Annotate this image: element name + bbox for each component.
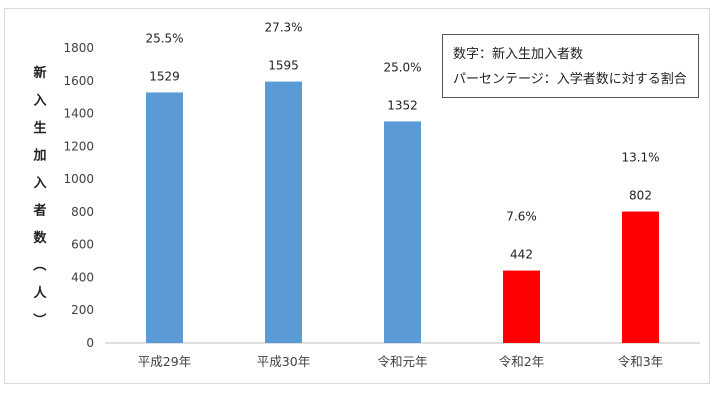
y-axis-label-char: 入 xyxy=(33,176,46,191)
bar-percentage-label: 25.5% xyxy=(145,31,183,45)
y-axis-label-char: 新 xyxy=(33,65,46,81)
legend-note-number: 数字：新入生加入者数 xyxy=(453,47,584,62)
bar-value-label: 1529 xyxy=(149,69,180,83)
y-axis-label-char: （ xyxy=(31,258,47,271)
x-category-label: 平成29年 xyxy=(138,354,191,369)
x-category-label: 令和3年 xyxy=(618,354,663,369)
bar xyxy=(622,211,659,343)
y-axis-label-char: 者 xyxy=(32,203,46,219)
y-axis-label-char: 人 xyxy=(33,285,47,301)
y-axis-ticks: 0 200 400 600 800 1000 1200 1400 1600 1800 xyxy=(63,41,94,350)
y-tick-label: 0 xyxy=(86,336,94,350)
y-tick-label: 1800 xyxy=(63,41,94,55)
category-labels: 平成29年 平成30年 令和元年 令和2年 令和3年 xyxy=(138,354,663,369)
bar-value-label: 1352 xyxy=(387,98,418,112)
bars xyxy=(146,81,659,344)
y-axis-label: 新入生加入者数（人） xyxy=(31,65,47,326)
y-tick-label: 200 xyxy=(71,303,94,317)
y-axis-label-char: 入 xyxy=(33,94,46,109)
y-tick-label: 400 xyxy=(71,270,94,284)
y-tick-label: 1600 xyxy=(63,74,94,88)
y-axis-label-char: 数 xyxy=(33,230,47,246)
bar xyxy=(146,92,183,344)
bar-value-label: 802 xyxy=(629,189,652,203)
y-axis-label-char: 加 xyxy=(32,149,46,164)
value-labels: 1529 1595 1352 442 802 xyxy=(149,59,652,262)
y-tick-label: 1000 xyxy=(63,172,94,186)
y-axis-label-char: ） xyxy=(31,313,47,326)
legend-note-percentage: パーセンテージ：入学者数に対する割合 xyxy=(453,72,687,87)
bar xyxy=(503,270,540,343)
bar xyxy=(384,121,421,343)
bar-percentage-label: 27.3% xyxy=(264,21,302,35)
y-axis-label-char: 生 xyxy=(33,120,46,136)
legend-note-box: 数字：新入生加入者数 パーセンテージ：入学者数に対する割合 xyxy=(442,34,699,98)
bar-percentage-label: 13.1% xyxy=(621,151,659,165)
percentage-labels: 25.5% 27.3% 25.0% 7.6% 13.1% xyxy=(145,21,659,224)
y-tick-label: 800 xyxy=(71,205,94,219)
x-category-label: 令和2年 xyxy=(499,354,544,369)
x-category-label: 令和元年 xyxy=(377,354,427,369)
y-tick-label: 1400 xyxy=(63,107,94,121)
bar-percentage-label: 7.6% xyxy=(506,210,537,224)
bar-value-label: 1595 xyxy=(268,59,299,73)
y-tick-label: 1200 xyxy=(63,139,94,153)
bar xyxy=(265,81,302,343)
x-category-label: 平成30年 xyxy=(257,354,310,369)
bar-value-label: 442 xyxy=(510,248,533,262)
y-tick-label: 600 xyxy=(71,238,94,252)
bar-percentage-label: 25.0% xyxy=(383,60,421,74)
